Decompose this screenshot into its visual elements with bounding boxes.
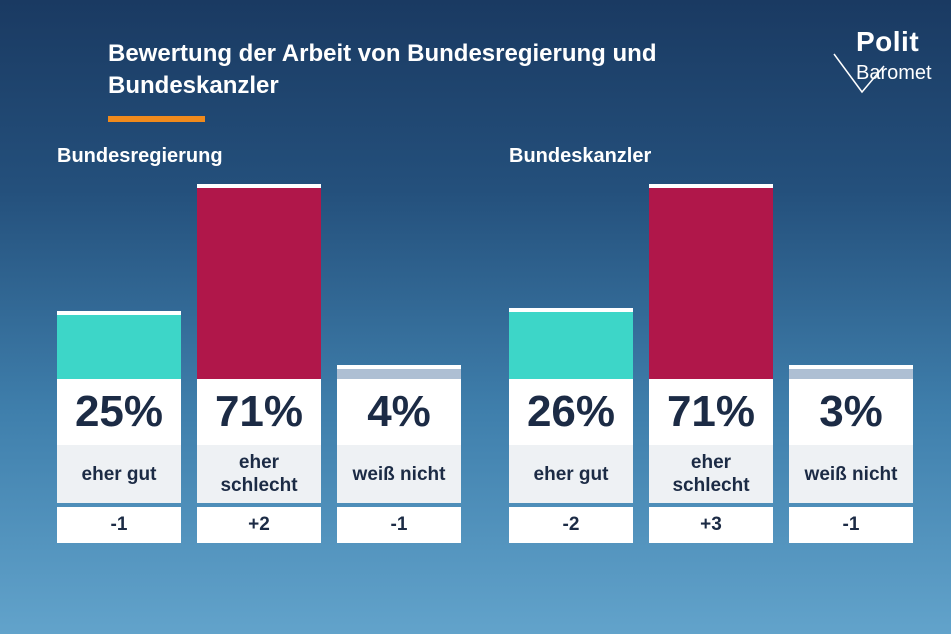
category-label: eher gut [57, 445, 181, 503]
logo-text-barometer: Baromet [856, 62, 932, 84]
change-label: +3 [649, 507, 773, 543]
value-label: 71% [649, 379, 773, 445]
category-label: weiß nicht [789, 445, 913, 503]
value-label: 25% [57, 379, 181, 445]
bar-eher-gut [57, 310, 181, 379]
value-label: 71% [197, 379, 321, 445]
logo-text-polit: Polit [856, 26, 920, 57]
change-label: +2 [197, 507, 321, 543]
category-label: eher gut [509, 445, 633, 503]
category-label: weiß nicht [337, 445, 461, 503]
bar-weiss-nicht [789, 365, 913, 379]
category-label: eher schlecht [649, 445, 773, 503]
value-label: 3% [789, 379, 913, 445]
bar-weiss-nicht [337, 365, 461, 379]
chart-title: Bewertung der Arbeit von Bundesregierung… [108, 40, 657, 99]
change-label: -1 [337, 507, 461, 543]
bar-eher-gut [509, 307, 633, 379]
value-label: 4% [337, 379, 461, 445]
change-label: -1 [789, 507, 913, 543]
title-underline [108, 116, 205, 122]
panel-title-bundesregierung: Bundesregierung [57, 145, 223, 167]
panel-title-bundeskanzler: Bundeskanzler [509, 145, 652, 167]
logo-checkmark-icon [833, 53, 885, 94]
category-label: eher schlecht [197, 445, 321, 503]
politbarometer-logo: Polit Baromet [832, 26, 951, 96]
change-label: -1 [57, 507, 181, 543]
bar-eher-schlecht [649, 184, 773, 379]
value-label: 26% [509, 379, 633, 445]
bar-eher-schlecht [197, 184, 321, 379]
change-label: -2 [509, 507, 633, 543]
